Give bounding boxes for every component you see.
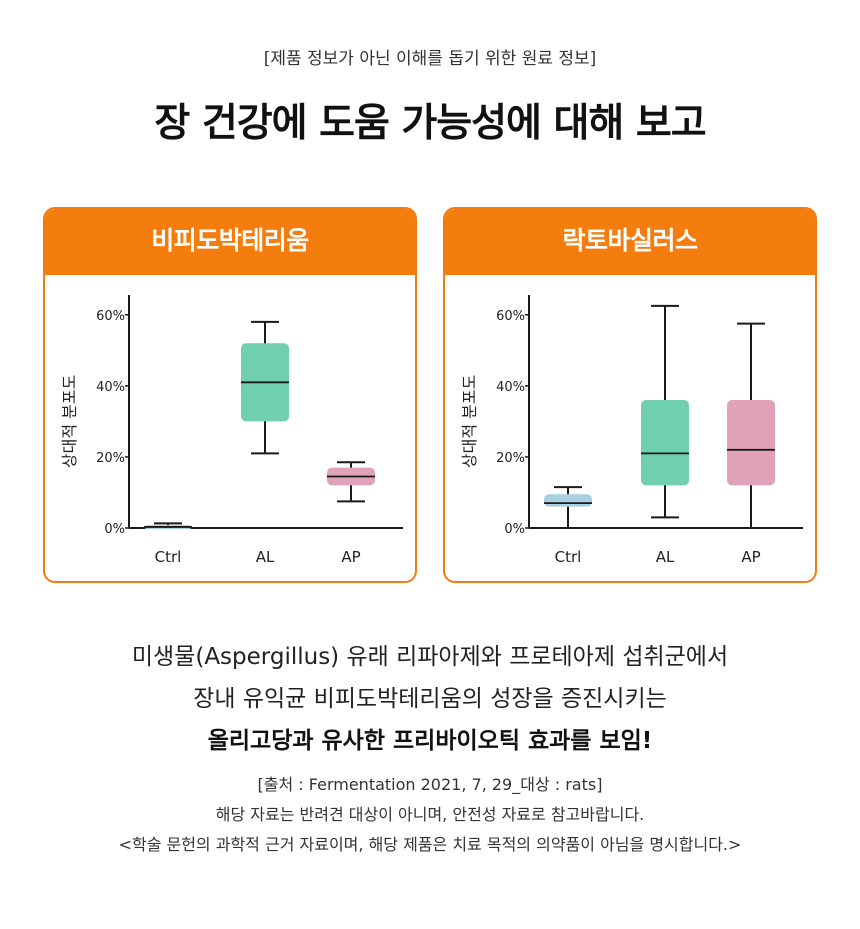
y-axis-label: 상대적 분포도 [60, 375, 79, 468]
chart-panel-lactobacillus: 락토바실러스 상대적 분포도 0% 20% 40% 60% Ctrl AL AP [443, 207, 817, 583]
source-citation: [출처 : Fermentation 2021, 7, 29_대상 : rats… [257, 775, 603, 794]
y-axis-label: 상대적 분포도 [460, 375, 479, 468]
chart-title: 비피도박테리움 [45, 209, 415, 275]
x-category-label: AP [741, 548, 760, 566]
chart-title: 락토바실러스 [445, 209, 815, 275]
description-line: 장내 유익균 비피도박테리움의 성장을 증진시키는 [193, 686, 667, 712]
box-ap [727, 400, 775, 486]
x-category-label: Ctrl [155, 548, 182, 566]
description-line: 미생물(Aspergillus) 유래 리파아제와 프로테아제 섭취군에서 [131, 644, 729, 670]
y-tick-label: 0% [104, 522, 125, 537]
chart-panel-bifidobacterium: 비피도박테리움 상대적 분포도 0% 20% 40% 60% Ctrl AL AP [43, 207, 417, 583]
box-al [641, 400, 689, 486]
source-disclaimer: 해당 자료는 반려견 대상이 아니며, 안전성 자료로 참고바랍니다. [215, 805, 645, 824]
source-legal-note: <학술 문헌의 과학적 근거 자료이며, 해당 제품은 치료 목적의 의약품이 … [118, 835, 742, 854]
box-ctrl [544, 494, 592, 507]
description-highlight: 올리고당과 유사한 프리바이오틱 효과를 보임! [207, 728, 653, 754]
page-title: 장 건강에 도움 가능성에 대해 보고 [154, 101, 706, 146]
info-disclaimer: [제품 정보가 아닌 이해를 돕기 위한 원료 정보] [263, 49, 597, 69]
boxplot-chart-lactobacillus: 상대적 분포도 0% 20% 40% 60% Ctrl AL AP [460, 295, 803, 566]
source-note: [출처 : Fermentation 2021, 7, 29_대상 : rats… [0, 770, 860, 860]
y-tick-label: 20% [496, 451, 525, 466]
x-category-label: AP [341, 548, 360, 566]
y-tick-label: 60% [496, 309, 525, 324]
boxplot-chart-bifidobacterium: 상대적 분포도 0% 20% 40% 60% Ctrl AL AP [60, 295, 403, 566]
x-category-label: AL [256, 548, 275, 566]
y-tick-label: 40% [496, 380, 525, 395]
y-tick-label: 60% [96, 309, 125, 324]
result-description: 미생물(Aspergillus) 유래 리파아제와 프로테아제 섭취군에서 장내… [0, 636, 860, 762]
y-tick-label: 20% [96, 451, 125, 466]
x-category-label: AL [656, 548, 675, 566]
y-tick-label: 0% [504, 522, 525, 537]
y-tick-label: 40% [96, 380, 125, 395]
x-category-label: Ctrl [555, 548, 582, 566]
